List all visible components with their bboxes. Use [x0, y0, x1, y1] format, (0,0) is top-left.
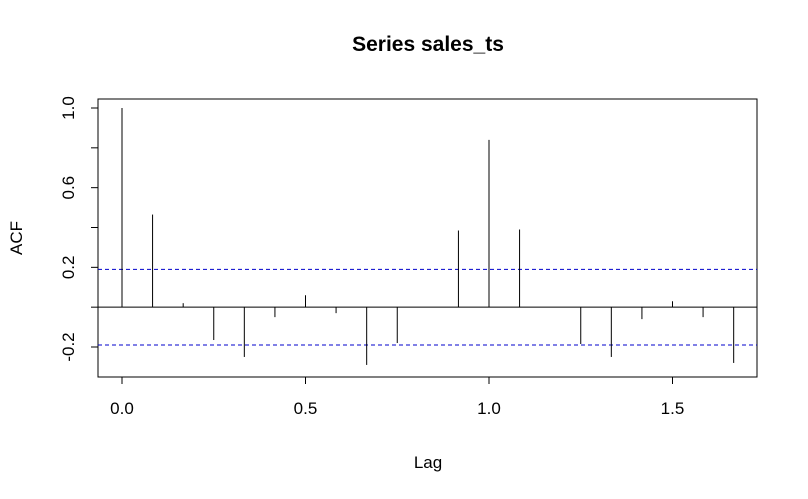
plot-frame	[97, 98, 758, 378]
y-tick-label: 0.2	[59, 256, 78, 280]
y-tick-label: 0.6	[59, 176, 78, 200]
plot-area	[98, 108, 757, 365]
x-tick-label: 0.0	[110, 399, 134, 418]
x-axis: 0.0 0.5 1.0 1.5	[110, 376, 685, 418]
x-tick-label: 0.5	[294, 399, 318, 418]
chart-title: Series sales_ts	[352, 33, 504, 56]
x-tick-label: 1.5	[661, 399, 685, 418]
y-axis-label: ACF	[7, 221, 26, 255]
y-axis: 1.0 0.6 0.2 -0.2	[59, 96, 99, 362]
x-tick-label: 1.0	[477, 399, 501, 418]
x-axis-label: Lag	[414, 453, 442, 472]
y-tick-label: -0.2	[59, 332, 78, 361]
y-tick-label: 1.0	[59, 96, 78, 120]
